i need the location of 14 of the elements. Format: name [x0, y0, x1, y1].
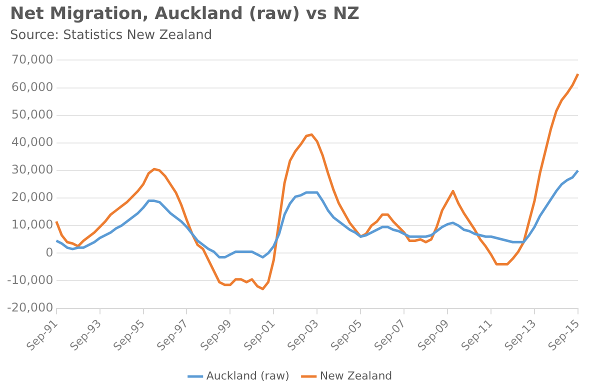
y-tick-label: 0 — [46, 245, 54, 260]
y-tick-label: 70,000 — [11, 52, 54, 66]
y-tick-label: 20,000 — [11, 190, 54, 204]
y-tick-label: 60,000 — [11, 80, 54, 94]
legend-label: Auckland (raw) — [206, 369, 290, 382]
y-tick-label: 30,000 — [11, 162, 54, 177]
y-tick-label: 50,000 — [11, 107, 54, 122]
y-tick-label: 10,000 — [11, 218, 54, 232]
y-tick-label: 40,000 — [11, 135, 54, 150]
legend-label: New Zealand — [320, 369, 392, 382]
y-tick-label: -10,000 — [6, 272, 54, 287]
chart-title: Net Migration, Auckland (raw) vs NZ — [10, 4, 360, 24]
y-tick-label: -20,000 — [6, 300, 54, 314]
chart-subtitle: Source: Statistics New Zealand — [10, 28, 212, 43]
